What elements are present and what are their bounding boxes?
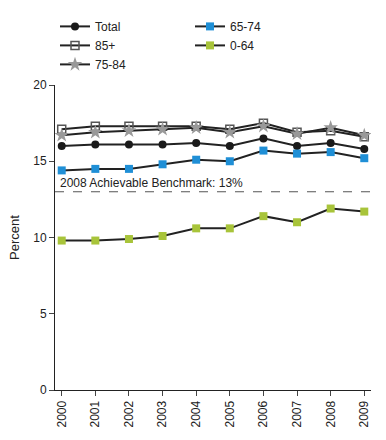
- svg-text:2007: 2007: [290, 400, 304, 427]
- svg-text:20: 20: [33, 78, 47, 92]
- svg-text:10: 10: [33, 231, 47, 245]
- svg-text:2005: 2005: [223, 400, 237, 427]
- svg-text:2006: 2006: [256, 400, 270, 427]
- svg-text:2009: 2009: [357, 400, 371, 427]
- svg-text:2000: 2000: [55, 400, 69, 427]
- svg-text:2008: 2008: [324, 400, 338, 427]
- svg-text:65-74: 65-74: [230, 20, 261, 34]
- svg-text:75-84: 75-84: [95, 58, 126, 72]
- svg-text:Total: Total: [95, 20, 120, 34]
- svg-text:2008 Achievable Benchmark: 13%: 2008 Achievable Benchmark: 13%: [60, 176, 243, 190]
- svg-text:0: 0: [40, 383, 47, 397]
- svg-text:15: 15: [33, 154, 47, 168]
- svg-text:85+: 85+: [95, 39, 115, 53]
- svg-text:2001: 2001: [88, 400, 102, 427]
- svg-text:0-64: 0-64: [230, 39, 254, 53]
- svg-text:5: 5: [40, 307, 47, 321]
- svg-text:2003: 2003: [155, 400, 169, 427]
- svg-text:2004: 2004: [189, 400, 203, 427]
- svg-text:Percent: Percent: [7, 215, 22, 260]
- svg-text:2002: 2002: [122, 400, 136, 427]
